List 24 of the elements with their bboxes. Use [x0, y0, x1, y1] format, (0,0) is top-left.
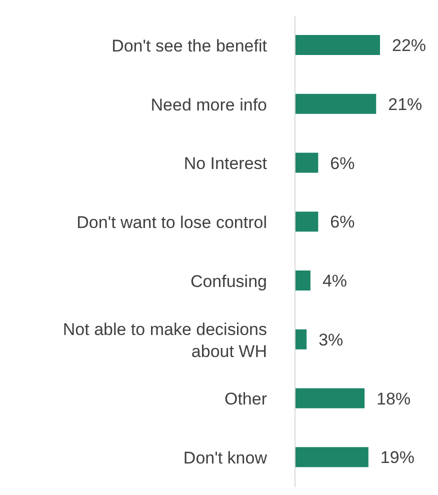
data-label: 22%: [392, 36, 426, 56]
y-tick-label: Don't see the benefit: [112, 36, 268, 56]
bar: [295, 35, 380, 55]
data-label: 18%: [376, 389, 411, 408]
bar: [295, 94, 376, 114]
y-tick-label: No Interest: [184, 154, 268, 174]
y-tick-label: Confusing: [190, 272, 267, 291]
bar: [295, 212, 318, 232]
y-tick-label: Need more info: [150, 95, 267, 114]
bar: [295, 447, 368, 468]
bar: [295, 270, 310, 290]
data-label: 21%: [388, 94, 422, 114]
data-label: 3%: [318, 330, 344, 350]
bar: [295, 152, 318, 173]
data-label: 6%: [330, 154, 355, 173]
data-label: 19%: [380, 448, 414, 468]
y-tick-label: Other: [224, 390, 268, 409]
bar: [295, 388, 365, 408]
data-label: 6%: [330, 212, 355, 232]
y-tick-label: Don't want to lose control: [76, 213, 267, 232]
y-tick-label: Don't know: [183, 448, 268, 468]
bar: [295, 329, 307, 350]
y-tick-label: Not able to make decisions about WH: [62, 320, 267, 361]
data-label: 4%: [322, 272, 348, 291]
